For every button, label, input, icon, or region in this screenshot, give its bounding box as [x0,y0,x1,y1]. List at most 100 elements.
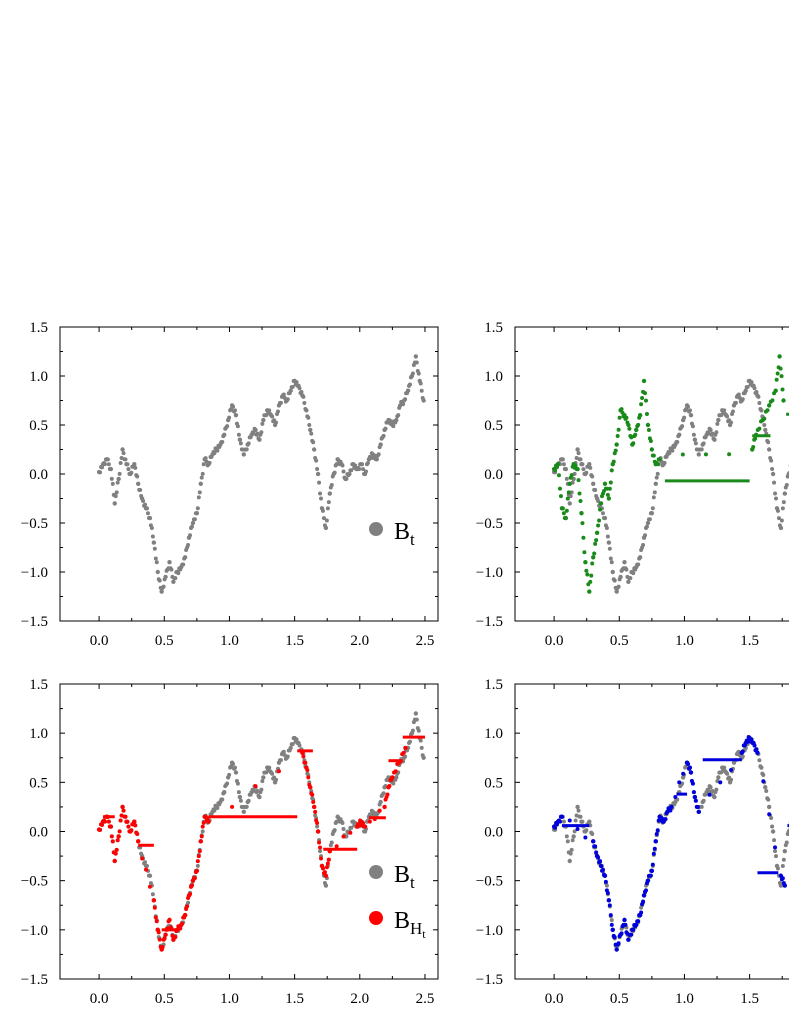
data-point-interp [419,745,424,750]
data-point-interp [774,854,779,859]
data-point-interp [199,475,204,480]
data-point-interp [636,919,641,924]
data-point-interp [176,571,181,576]
data-point-interp [227,772,232,777]
data-point-interp [629,932,634,937]
data-point-interp [315,824,320,829]
data-point-interp [98,470,103,475]
x-tick-label: 0.5 [610,633,629,649]
data-point-interp [616,941,621,946]
data-point-interp [169,567,174,572]
data-point [167,917,172,923]
data-point-interp [682,415,687,420]
data-point-interp [647,517,652,522]
data-point-interp [410,371,415,376]
data-point [159,589,164,594]
data-point-interp [596,498,601,503]
data-point-interp [640,396,645,401]
x-tick-label: 1.0 [675,633,694,649]
data-point-interp [129,470,134,475]
data-point-interp [349,825,354,830]
data-point [763,785,768,790]
plot-frame [59,326,439,622]
data-point [782,491,788,496]
data-point-interp [631,441,636,446]
data-point-interp [349,468,354,473]
data-point-interp [780,876,785,881]
data-point-interp [135,474,140,479]
legend-marker [369,865,383,879]
data-point [766,403,772,408]
data-point-interp [572,829,577,834]
data-point-interp [663,817,668,822]
y-tick-label: −0.5 [476,516,503,532]
data-point-interp [117,829,122,834]
data-point-interp [353,463,358,468]
data-point [716,775,721,780]
data-point [626,579,631,584]
data-point-interp [302,400,307,405]
data-point-interp [368,456,373,461]
data-point-interp [715,421,720,426]
data-point-interp [418,381,423,386]
data-point-interp [636,562,641,567]
data-point-interp [650,862,655,867]
data-point-interp [290,384,295,389]
data-point [781,398,786,403]
data-point-interp [581,467,586,472]
data-point-interp [774,496,779,501]
data-point [308,427,313,433]
data-point [598,501,604,506]
data-point-interp [749,380,754,385]
data-point-interp [701,798,706,803]
data-point-interp [110,839,115,844]
data-point-interp [220,797,225,802]
data-point-interp [762,423,767,427]
data-point-interp [566,490,571,495]
y-tick-label: −1.0 [476,923,503,939]
data-point [637,555,643,560]
data-point-interp [604,883,609,888]
plot-area [551,354,789,594]
data-point-interp [199,834,204,839]
data-point [382,804,387,810]
x-tick-label: 1.5 [285,991,304,1007]
data-point [777,354,782,359]
data-point [602,481,608,486]
panel-top-left: −1.5 −1.0 −0.5 0.0 0.5 1.0 1.5 0.0 0.5 1.0 1.5 2.0 2… [21,320,439,649]
data-point-interp [765,408,770,413]
data-point-interp [195,863,200,868]
data-point-interp [324,518,329,523]
y-tick-label: −0.5 [476,874,503,890]
data-point-interp [149,525,154,530]
data-point-interp [115,838,120,843]
data-point-interp [121,451,126,456]
data-point-interp [320,866,325,871]
data-point-interp [643,533,648,538]
data-point [559,814,565,819]
data-point-interp [311,800,316,804]
data-point-interp [650,506,655,511]
data-point-interp [195,859,200,864]
data-point-interp [278,758,283,763]
data-point [688,770,694,775]
y-tick-label: 0.5 [484,418,503,434]
data-point [759,408,764,413]
data-point-interp [580,521,585,526]
y-tick-label: −1.5 [21,614,48,630]
data-point-interp [766,440,771,445]
data-point-interp [578,814,583,819]
x-tick-label: 1.5 [740,991,759,1007]
y-tick-label: 0.5 [484,775,503,791]
data-point [587,819,592,824]
data-point [374,457,379,462]
data-point-interp [590,832,595,837]
data-point-interp [608,556,613,561]
data-point [194,868,200,874]
data-point-interp [246,798,251,803]
data-point-interp [757,758,762,763]
data-point-interp [416,728,421,733]
data-point-interp [607,486,612,491]
data-point-interp [232,408,237,413]
data-point-interp [668,808,673,813]
